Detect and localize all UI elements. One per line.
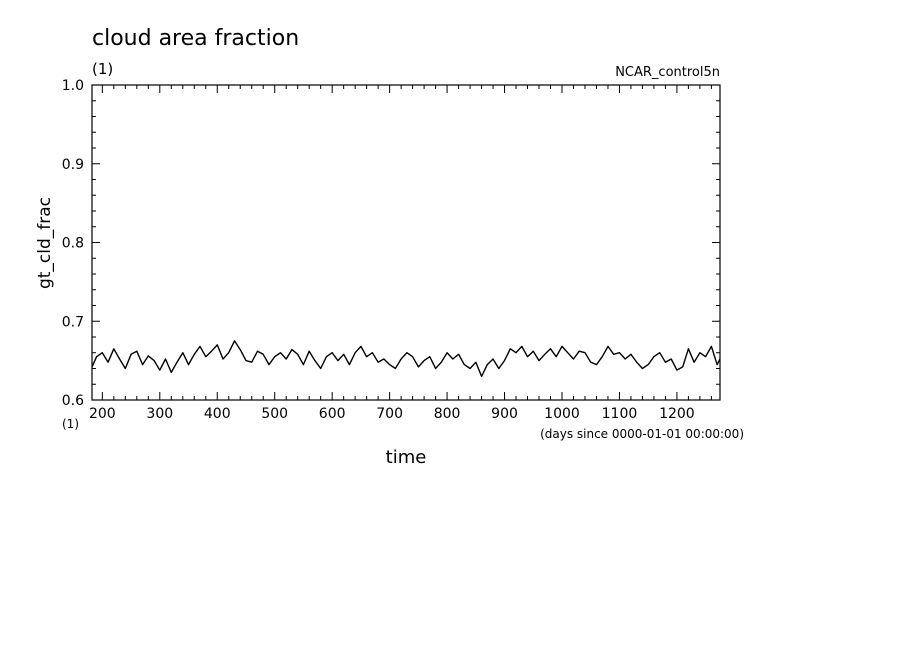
y-tick-label: 0.6	[62, 393, 84, 409]
x-unit-left: (1)	[62, 417, 79, 431]
title-unit: (1)	[92, 60, 113, 78]
x-tick-label: 600	[319, 406, 346, 422]
x-tick-label: 900	[491, 406, 518, 422]
y-tick-label: 0.9	[62, 157, 84, 173]
y-axis-label: gt_cld_frac	[35, 197, 55, 289]
y-tick-labels: 0.6 0.7 0.8 0.9 1.0	[62, 78, 84, 409]
x-axis-label: time	[386, 447, 427, 468]
y-tick-label: 1.0	[62, 78, 84, 94]
x-tick-label: 700	[376, 406, 403, 422]
ticks-layer	[92, 84, 720, 401]
x-tick-label: 200	[89, 406, 116, 422]
experiment-label: NCAR_control5n	[615, 65, 720, 80]
x-tick-label: 500	[261, 406, 288, 422]
x-tick-label: 1000	[544, 406, 580, 422]
y-tick-label: 0.7	[62, 314, 84, 330]
x-tick-labels: 200 300 400 500 600 700 800 900 1000 1100 1200	[89, 406, 695, 422]
x-unit-note: (days since 0000-01-01 00:00:00)	[540, 427, 744, 441]
plot-frame	[91, 84, 721, 401]
x-tick-label: 300	[146, 406, 173, 422]
x-tick-label: 800	[434, 406, 461, 422]
y-tick-label: 0.8	[62, 236, 84, 252]
series-layer	[91, 340, 721, 378]
x-tick-label: 1200	[659, 406, 695, 422]
series-line	[91, 340, 721, 378]
x-tick-label: 1100	[602, 406, 638, 422]
x-tick-label: 400	[204, 406, 231, 422]
chart-title: cloud area fraction	[92, 26, 299, 51]
